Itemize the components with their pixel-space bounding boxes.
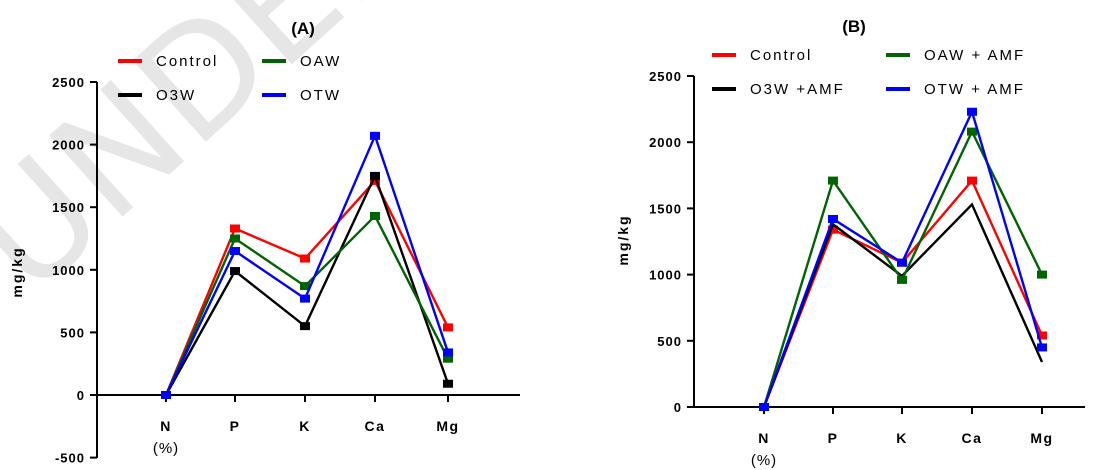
x-tick-sublabel: (%) [153, 440, 179, 457]
data-point [828, 214, 838, 223]
data-point [230, 247, 240, 256]
data-point [1037, 331, 1047, 340]
x-tick-sublabel: (%) [751, 452, 777, 469]
y-tick-label: 1500 [649, 201, 682, 216]
y-tick-label: -500 [55, 451, 85, 466]
legend-entry: Control [750, 47, 812, 64]
data-point [230, 267, 240, 276]
data-point [828, 225, 838, 234]
x-tick-label: K [299, 418, 311, 434]
legend-entry: O3W +AMF [750, 81, 845, 98]
legend-entry: OTW + AMF [924, 81, 1025, 98]
x-tick-label: K [896, 430, 908, 446]
chart-panel-a: (A) -500 0 500 1000 1500 2000 2500 N (%) P K Ca Mg mg/… [9, 19, 520, 466]
data-point [300, 294, 310, 303]
data-point [897, 258, 907, 267]
data-point [370, 211, 380, 220]
legend-entry: OAW [300, 53, 341, 70]
data-point [443, 354, 453, 363]
chart-panel-b: (B) 0 500 1000 1500 2000 2500 N (%) P K Ca Mg mg/kg Co… [615, 17, 1085, 469]
y-tick-label: 500 [60, 325, 85, 340]
chart-title: (B) [842, 17, 866, 36]
data-point [161, 391, 171, 399]
series-line-1 [762, 202, 1044, 408]
legend-entry: Control [156, 53, 218, 70]
x-tick-label: Mg [1030, 430, 1053, 446]
y-tick-label: 2000 [52, 138, 85, 153]
y-axis-label: mg/kg [615, 214, 631, 265]
data-point [370, 131, 380, 140]
y-tick-label: 500 [657, 334, 682, 349]
data-point [967, 176, 977, 185]
data-point [300, 282, 310, 291]
y-tick-label: 2000 [649, 135, 682, 150]
data-point [370, 176, 380, 185]
x-tick-label: Ca [962, 430, 983, 446]
data-point [967, 107, 977, 116]
data-point [443, 348, 453, 357]
y-tick-label: 0 [674, 400, 682, 415]
legend-entry: OAW + AMF [924, 47, 1025, 64]
y-tick-label: 0 [77, 388, 85, 403]
legend-entry: OTW [300, 87, 341, 104]
x-tick-label: P [230, 418, 241, 434]
data-point [828, 176, 838, 185]
data-point [759, 403, 769, 411]
data-point [230, 224, 240, 233]
data-point [897, 275, 907, 284]
x-tick-label: N [160, 418, 172, 434]
x-tick-label: N [758, 430, 770, 446]
data-point [300, 254, 310, 263]
data-point [443, 379, 453, 388]
data-point [967, 127, 977, 136]
x-tick-label: Ca [365, 418, 386, 434]
data-point [300, 322, 310, 331]
x-tick-label: P [828, 430, 839, 446]
y-axis-label: mg/kg [9, 246, 25, 297]
y-tick-label: 2500 [52, 75, 85, 90]
data-point [1037, 343, 1047, 352]
data-point [230, 234, 240, 243]
data-point [443, 323, 453, 332]
x-tick-label: Mg [436, 418, 459, 434]
chart-title: (A) [291, 19, 315, 38]
y-tick-label: 1500 [52, 200, 85, 215]
y-tick-label: 1000 [649, 268, 682, 283]
legend-entry: O3W [156, 87, 196, 104]
y-tick-label: 2500 [649, 69, 682, 84]
data-point [370, 171, 380, 180]
y-tick-label: 1000 [52, 263, 85, 278]
data-point [1037, 270, 1047, 279]
